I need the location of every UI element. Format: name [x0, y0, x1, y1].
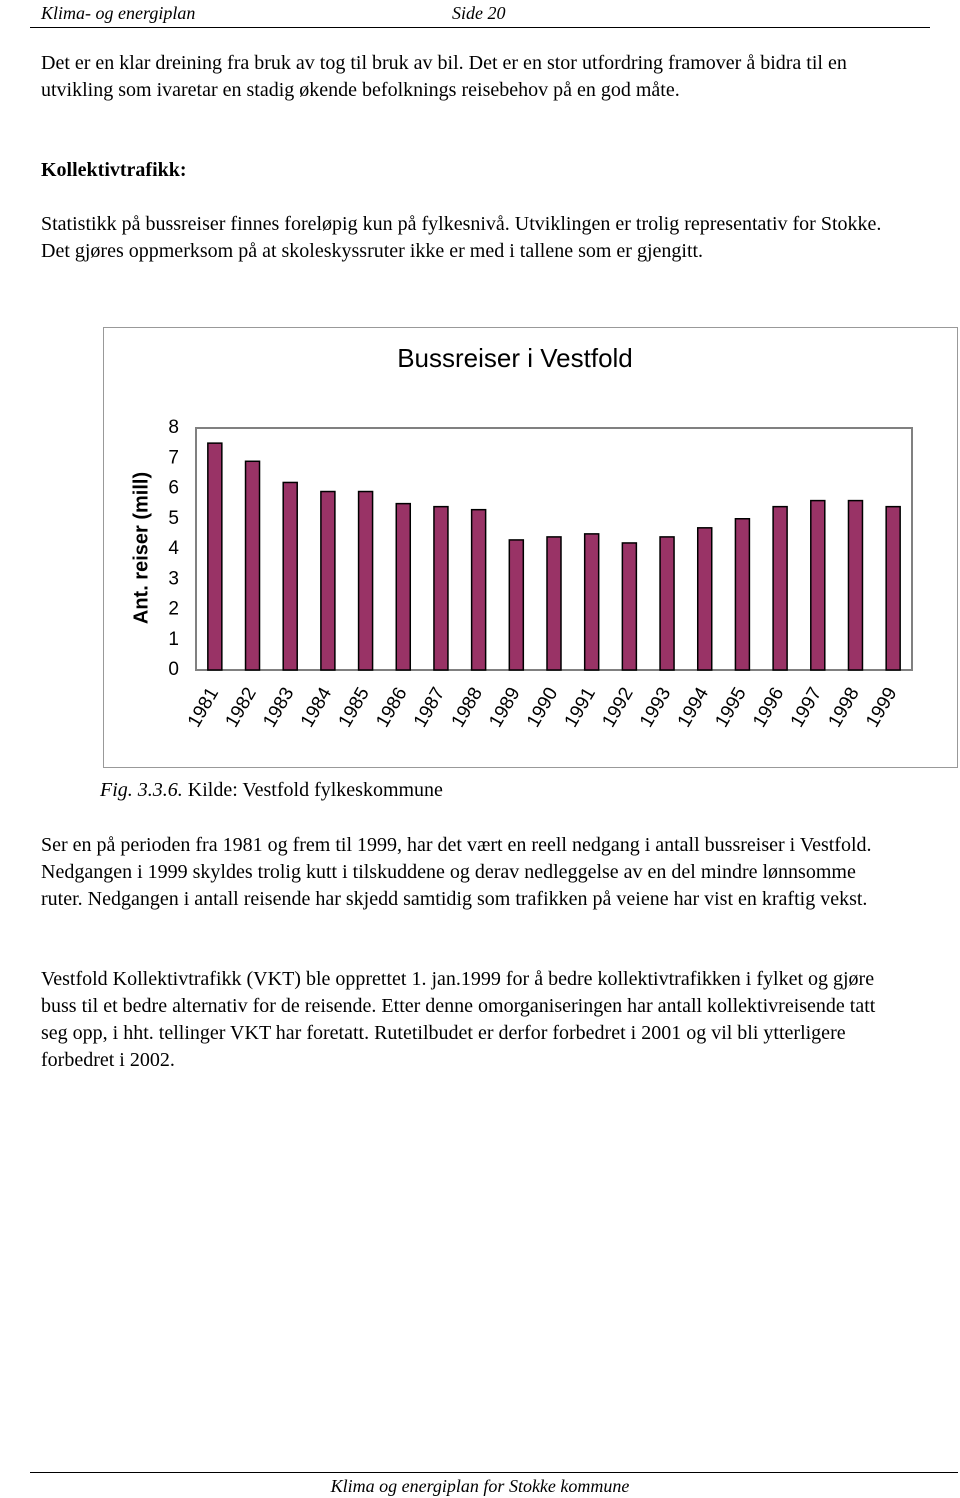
bar	[885, 505, 901, 671]
y-tick-label: 5	[168, 508, 179, 529]
heading: Kollektivtrafikk:	[41, 159, 187, 181]
chart-title: Bussreiser i Vestfold	[397, 343, 633, 373]
bar	[320, 490, 336, 671]
bar	[696, 527, 713, 671]
x-tick-label: 1988	[448, 684, 487, 731]
bar	[282, 481, 298, 671]
bar	[244, 460, 261, 671]
x-tick-label: 1990	[523, 684, 562, 731]
x-tick-label: 1993	[636, 684, 675, 731]
bar	[357, 490, 374, 671]
bar	[583, 533, 600, 671]
x-tick-label: 1982	[222, 684, 261, 731]
y-tick-label: 0	[168, 659, 179, 680]
x-tick-label: 1997	[787, 684, 826, 731]
bar	[470, 508, 487, 671]
header-page: Side 20	[452, 3, 506, 23]
bar	[546, 536, 562, 671]
x-tick-label: 1992	[598, 684, 637, 731]
paragraph: Vestfold Kollektivtrafikk (VKT) ble oppr…	[41, 968, 876, 1071]
chart-frame	[103, 327, 958, 768]
paragraph: Det er en klar dreining fra bruk av tog …	[41, 52, 847, 101]
y-tick-label: 3	[168, 568, 179, 589]
x-tick-label: 1991	[561, 684, 600, 731]
caption-text: Kilde: Vestfold fylkeskommune	[187, 779, 443, 801]
y-axis-label: Ant. reiser (mill)	[130, 472, 152, 624]
x-tick-label: 1986	[372, 684, 411, 731]
y-tick-label: 6	[168, 478, 179, 499]
paragraph: Ser en på perioden fra 1981 og frem til …	[41, 834, 872, 910]
y-tick-label: 8	[168, 417, 179, 438]
footer: Klima og energiplan for Stokke kommune	[330, 1476, 630, 1496]
x-tick-label: 1998	[824, 684, 863, 731]
bar	[659, 536, 675, 671]
x-tick-label: 1995	[711, 684, 750, 731]
bar	[810, 499, 826, 671]
x-tick-label: 1984	[297, 684, 337, 731]
bar	[734, 518, 751, 671]
y-tick-label: 1	[168, 629, 179, 650]
x-tick-label: 1985	[335, 684, 374, 731]
x-tick-label: 1987	[410, 684, 449, 731]
header-title: Klima- og energiplan	[41, 3, 196, 23]
bar	[207, 442, 223, 671]
x-tick-label: 1981	[184, 684, 223, 731]
paragraph: Statistikk på bussreiser finnes foreløpi…	[41, 213, 882, 262]
footer-rule	[30, 1472, 958, 1473]
x-tick-label: 1989	[485, 684, 524, 731]
bar	[621, 542, 638, 671]
bar	[395, 502, 412, 671]
bar	[433, 505, 449, 671]
bar	[772, 505, 788, 671]
caption: Fig. 3.3.6. Kilde: Vestfold fylkeskommun…	[100, 777, 960, 804]
x-tick-label: 1999	[862, 684, 901, 731]
header-rule	[30, 27, 930, 28]
x-tick-label: 1983	[259, 684, 298, 731]
bar	[508, 539, 525, 671]
caption-label: Fig. 3.3.6.	[100, 779, 183, 801]
chart: Bussreiser i Vestfold Ant. reiser (mill)…	[103, 327, 958, 768]
x-tick-label: 1996	[749, 684, 788, 731]
y-tick-label: 7	[168, 447, 179, 468]
bar	[847, 499, 864, 671]
y-tick-label: 2	[168, 599, 179, 620]
x-tick-label: 1994	[674, 684, 714, 731]
y-tick-label: 4	[168, 538, 179, 559]
